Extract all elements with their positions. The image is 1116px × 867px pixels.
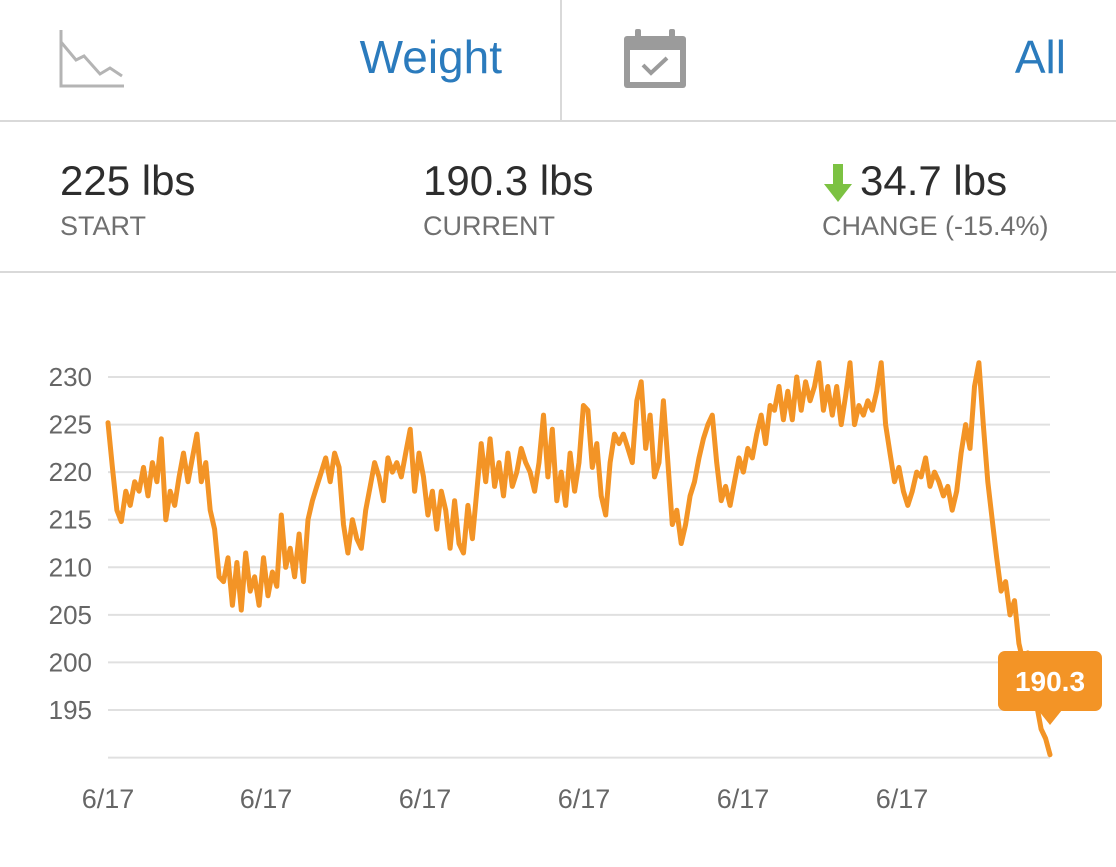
change-weight-value: 34.7 lbs <box>860 157 1008 204</box>
trend-down-chart-icon[interactable] <box>58 28 126 90</box>
y-tick-label: 230 <box>49 362 92 392</box>
x-tick-label: 6/17 <box>717 784 770 814</box>
y-tick-label: 220 <box>49 457 92 487</box>
stat-start: 225 lbs START <box>60 156 195 242</box>
metric-selector-weight[interactable]: Weight <box>359 31 502 83</box>
header-bar: Weight All <box>0 0 1116 122</box>
y-tick-label: 215 <box>49 505 92 535</box>
x-tick-label: 6/17 <box>240 784 293 814</box>
y-tick-label: 195 <box>49 695 92 725</box>
chart-series-layer <box>105 360 1053 758</box>
y-tick-label: 205 <box>49 600 92 630</box>
callout-value: 190.3 <box>1015 666 1085 697</box>
change-label: CHANGE (-15.4%) <box>822 211 1049 241</box>
y-tick-label: 225 <box>49 410 92 440</box>
x-tick-label: 6/17 <box>876 784 929 814</box>
current-value-callout: 190.3 <box>998 651 1102 725</box>
y-tick-label: 210 <box>49 552 92 582</box>
date-range-selector[interactable]: All <box>1014 31 1066 83</box>
header-divider <box>560 0 562 120</box>
down-arrow-icon <box>824 164 852 202</box>
y-axis-tick-labels: 230 225 220 215 210 205 200 195 <box>49 362 92 725</box>
weight-series-line <box>105 360 1053 758</box>
stat-change: 34.7 lbs CHANGE (-15.4%) <box>822 156 1049 242</box>
y-tick-label: 200 <box>49 647 92 677</box>
start-weight-value: 225 lbs <box>60 157 196 204</box>
calendar-check-icon[interactable] <box>622 28 688 90</box>
x-tick-label: 6/17 <box>82 784 135 814</box>
current-label: CURRENT <box>423 211 555 241</box>
current-weight-value: 190.3 lbs <box>423 157 594 204</box>
x-tick-label: 6/17 <box>558 784 611 814</box>
x-tick-label: 6/17 <box>399 784 452 814</box>
x-axis-tick-labels: 6/17 6/17 6/17 6/17 6/17 6/17 <box>82 784 929 814</box>
start-label: START <box>60 211 147 241</box>
stat-current: 190.3 lbs CURRENT <box>423 156 593 242</box>
callout-pointer <box>1038 710 1062 725</box>
stats-row: 225 lbs START 190.3 lbs CURRENT 34.7 lbs… <box>0 122 1116 273</box>
callout-box <box>998 651 1102 711</box>
